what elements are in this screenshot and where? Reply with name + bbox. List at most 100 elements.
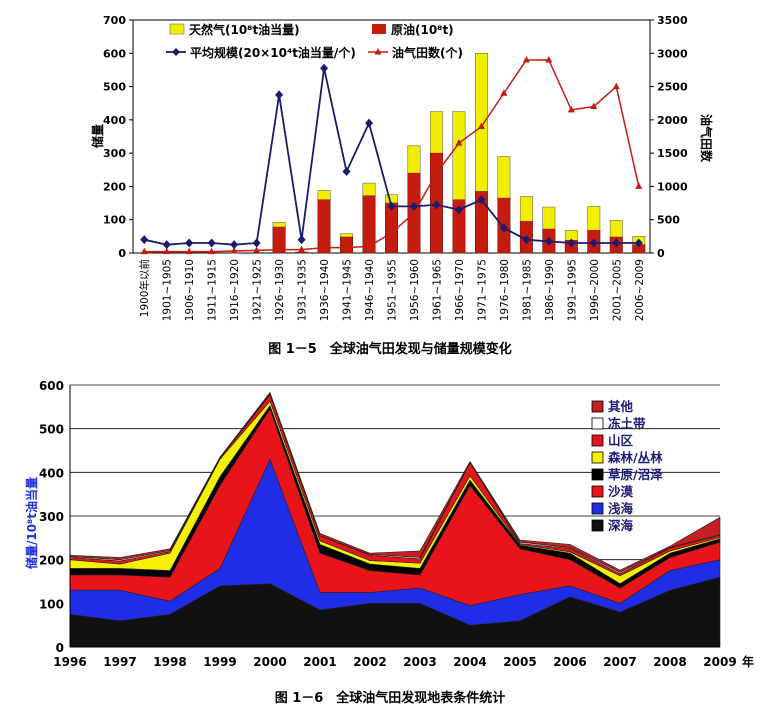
avg-size-point (409, 201, 418, 211)
x-tick-label: 1901~1905 (162, 259, 174, 321)
avg-size-point (185, 238, 194, 248)
field-count-point (567, 105, 575, 113)
x-tick-label: 2007 (603, 655, 636, 669)
x-tick-label: 1997 (103, 655, 136, 669)
legend-avg-label: 平均规模(20×10⁴t油当量/个) (190, 45, 356, 60)
x-tick-label: 1956~1960 (409, 259, 421, 321)
y2-tick-label: 2000 (657, 114, 688, 127)
y2-tick-label: 500 (657, 214, 680, 227)
y-axis-label: 储量/10⁸t油当量 (24, 477, 39, 569)
field-count-point (432, 169, 440, 176)
x-tick-label: 2002 (353, 655, 386, 669)
y2-tick-label: 0 (657, 247, 665, 260)
y2-tick-label: 1500 (657, 147, 688, 160)
x-axis-unit: 年 (742, 654, 754, 669)
legend-count-marker (374, 48, 382, 55)
x-tick-label: 1966~1970 (454, 259, 466, 321)
x-tick-label: 1936~1940 (319, 259, 331, 321)
legend-swatch-沙漠 (591, 485, 604, 498)
x-tick-label: 2000 (253, 655, 286, 669)
y-tick-label: 100 (103, 214, 126, 227)
y-tick-label: 600 (39, 379, 64, 393)
x-tick-label: 1999 (203, 655, 236, 669)
y-tick-label: 200 (103, 180, 126, 193)
field-count-point (140, 247, 148, 255)
y-axis-label: 储量 (90, 124, 105, 148)
figure-1-caption: 图 1－5 全球油气田发现与储量规模变化 (268, 342, 512, 357)
avg-size-point (499, 223, 508, 233)
x-tick-label: 1926~1930 (274, 259, 286, 321)
field-count-point (320, 243, 328, 251)
legend-label-森林/丛林: 森林/丛林 (608, 450, 663, 465)
avg-size-point (387, 201, 396, 211)
legend-swatch-草原/沼泽 (591, 468, 604, 481)
field-count-point (185, 247, 193, 255)
avg-size-point (297, 235, 306, 245)
y-tick-label: 200 (39, 554, 64, 568)
y2-tick-label: 3000 (657, 47, 688, 60)
surface-condition-area-chart: 0 100 200 300 400 500 600 1996 1997 1998 1999 2000 2… (24, 379, 754, 669)
avg-size-point (589, 238, 598, 248)
avg-size-point (432, 200, 441, 210)
field-count-point (275, 245, 283, 253)
legend-oil-label: 原油(10⁸t) (391, 22, 454, 37)
avg-size-point (567, 238, 576, 248)
x-tick-label: 1906~1910 (184, 259, 196, 321)
field-count-point (477, 122, 485, 130)
legend-label-冻土带: 冻土带 (608, 416, 646, 431)
x-tick-label: 1951~1955 (387, 259, 399, 321)
field-count-point (590, 102, 598, 110)
legend-swatch-森林/丛林 (591, 451, 604, 464)
x-tick-label: 1900年以前 (138, 259, 151, 317)
avg-size-point (162, 240, 171, 250)
field-count-point (208, 247, 216, 255)
y-tick-label: 500 (39, 423, 64, 437)
avg-size-point (477, 195, 486, 205)
field-count-point (163, 247, 171, 255)
x-tick-label: 1946~1940 (364, 259, 376, 321)
x-tick-label: 1941~1945 (342, 259, 354, 321)
y-tick-label: 0 (56, 641, 64, 655)
y-tick-label: 100 (39, 597, 64, 611)
field-count-point (343, 243, 351, 251)
avg-size-point (342, 166, 351, 176)
oil-bar (317, 199, 331, 254)
field-count-point (365, 242, 373, 249)
legend-label-深海: 深海 (608, 518, 634, 533)
field-count-point (388, 229, 395, 236)
legend-swatch-浅海 (591, 502, 604, 515)
field-count-point (635, 182, 643, 189)
area-其他 (69, 391, 721, 573)
avg-size-point (612, 238, 621, 248)
avg-size-point (230, 240, 239, 250)
legend-label-草原/沼泽: 草原/沼泽 (608, 467, 663, 482)
field-count-point (455, 139, 463, 146)
x-tick-label: 2001 (303, 655, 336, 669)
y-tick-label: 700 (103, 14, 126, 27)
x-tick-label: 1961~1965 (431, 259, 443, 321)
avg-size-point (207, 238, 216, 248)
x-tick-label: 1931~1935 (297, 259, 309, 321)
y2-tick-label: 1000 (657, 180, 688, 193)
x-tick-label: 1986~1990 (544, 259, 556, 321)
x-tick-label: 1991~1995 (566, 259, 578, 321)
oil-bar (362, 195, 376, 254)
x-tick-label: 1996~2000 (589, 259, 601, 321)
oil-bar (272, 226, 286, 254)
x-tick-label: 1996 (53, 655, 86, 669)
avg-size-point (252, 238, 261, 248)
x-tick-label: 1911~1915 (207, 259, 219, 321)
y2-tick-label: 3500 (657, 14, 688, 27)
y-tick-label: 400 (39, 466, 64, 480)
legend-swatch-其他 (591, 400, 604, 413)
y-tick-label: 500 (103, 81, 126, 94)
oil-bar (474, 191, 488, 254)
legend-gas-swatch (169, 23, 185, 35)
x-tick-label: 2004 (453, 655, 486, 669)
x-tick-label: 1916~1920 (229, 259, 241, 321)
field-count-point (298, 245, 306, 253)
x-tick-label: 2003 (403, 655, 436, 669)
x-tick-label: 1921~1925 (252, 259, 264, 321)
oil-bar (452, 199, 466, 254)
